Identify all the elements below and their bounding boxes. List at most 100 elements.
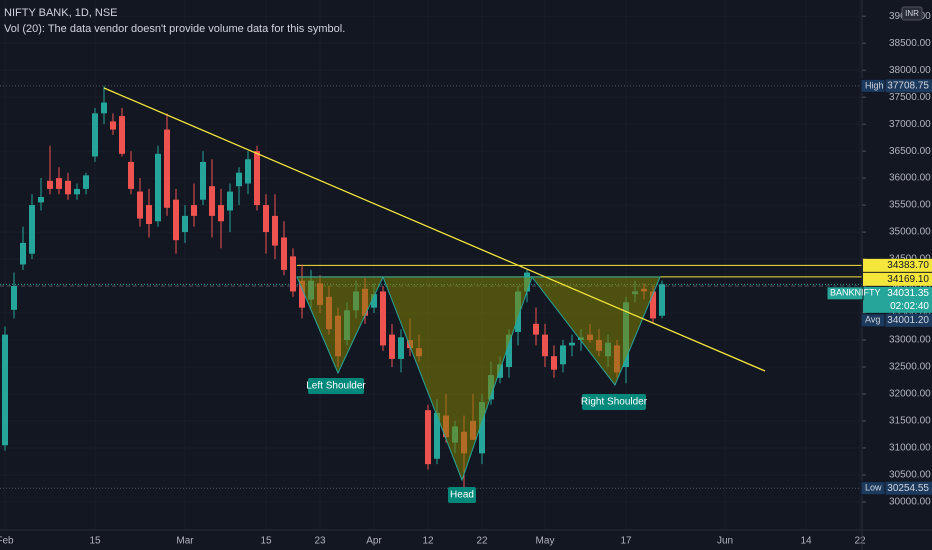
candle-body [659,284,665,316]
x-tick-label: Feb [0,536,14,547]
x-tick-label: 14 [800,536,812,547]
y-tick-label: 35000.00 [889,227,931,238]
y-tick-label: 30500.00 [889,470,931,481]
candle-body [164,129,170,208]
candle-body [83,175,89,189]
price-tag-value: 34383.70 [887,260,929,271]
y-tick-label: 31500.00 [889,416,931,427]
candle-body [425,410,431,465]
x-tick-label: 22 [854,536,866,547]
candle-body [236,172,242,187]
annotation-box [582,394,646,410]
candle-body [650,291,656,319]
x-tick-label: 15 [89,536,101,547]
candle-body [434,412,440,459]
countdown: 02:02:40 [890,301,929,312]
x-tick-label: Mar [176,536,194,547]
x-tick-label: 15 [260,536,272,547]
x-tick-label: 23 [314,536,326,547]
x-tick-label: May [536,536,555,547]
x-tick-label: 22 [476,536,488,547]
candle-body [209,186,215,216]
price-tag-name: Low [865,483,882,493]
candle-body [398,337,404,359]
candle-body [128,161,134,189]
price-tag-value: 34169.10 [887,274,929,285]
candle-body [569,342,575,346]
candle-body [542,334,548,357]
x-tick-label: 12 [422,536,434,547]
right-shoulder-pattern [530,276,661,386]
candle-body [38,196,44,203]
candle-body [2,334,8,446]
annotation: Head [450,490,474,501]
price-tag-name-box [860,481,886,496]
price-tag-name-box [826,286,864,301]
candle-body [290,256,296,292]
trend-line [103,87,766,372]
x-tick-label: Jun [717,536,733,547]
currency-badge[interactable] [901,6,923,21]
y-tick-label: 31000.00 [889,443,931,454]
price-tag [863,258,932,272]
price-tag-value: 37708.75 [887,81,929,92]
drawings: Left Shoulder Head Right Shoulder [103,87,766,503]
candle-body [29,205,35,254]
candle-body [551,356,557,370]
price-tag-name: BANKNIFTY [830,288,881,298]
candle-body [272,215,278,246]
candle-body [56,178,62,189]
candle-body [110,121,116,130]
candle-body [263,205,269,233]
price-tag-name-box [860,78,886,93]
candle-body [245,159,251,184]
candle-body [371,294,377,308]
price-tag-name-box [860,313,886,328]
candle-body [173,199,179,241]
price-tag [863,272,932,286]
y-tick-label: 33500.00 [889,308,931,319]
candle-body [155,153,161,222]
y-tick-label: 36000.00 [889,173,931,184]
annotation: Left Shoulder [306,381,366,392]
candle-body [20,242,26,265]
candle-body [47,180,53,189]
y-tick-label: 37500.00 [889,92,931,103]
candle-body [191,205,197,216]
annotation-box [448,487,476,503]
price-tag-name: High [865,80,884,90]
price-tag-value: 34001.20 [887,315,929,326]
candle-body [182,215,188,233]
candle-body [506,334,512,368]
candle-body [533,323,539,335]
y-tick-label: 32000.00 [889,389,931,400]
candle-body [254,151,260,206]
chart-title: NIFTY BANK, 1D, NSE [4,7,118,19]
head-pattern [382,276,533,482]
price-tag-name: Avg [865,315,880,325]
y-tick-label: 38000.00 [889,65,931,76]
candle-body [137,191,143,219]
candle-body [281,237,287,270]
price-tag-value: 30254.55 [887,483,929,494]
candle-body [65,180,71,195]
candle-body [146,205,152,224]
candle-body [380,291,386,346]
candle-body [101,102,107,114]
candle-body [218,205,224,222]
candle-body [389,334,395,359]
y-tick-label: 35500.00 [889,200,931,211]
candle-body [227,191,233,211]
y-tick-label: 36500.00 [889,146,931,157]
annotation: Right Shoulder [581,397,648,408]
x-tick-label: Apr [366,536,382,547]
y-tick-label: 33000.00 [889,335,931,346]
candle-body [74,188,80,195]
x-tick-label: 17 [620,536,632,547]
y-tick-label: 30000.00 [889,497,931,508]
y-tick-label: 38500.00 [889,38,931,49]
candle-body [479,402,485,454]
currency[interactable]: INR [905,9,919,18]
price-tag-value: 34031.35 [887,288,929,299]
